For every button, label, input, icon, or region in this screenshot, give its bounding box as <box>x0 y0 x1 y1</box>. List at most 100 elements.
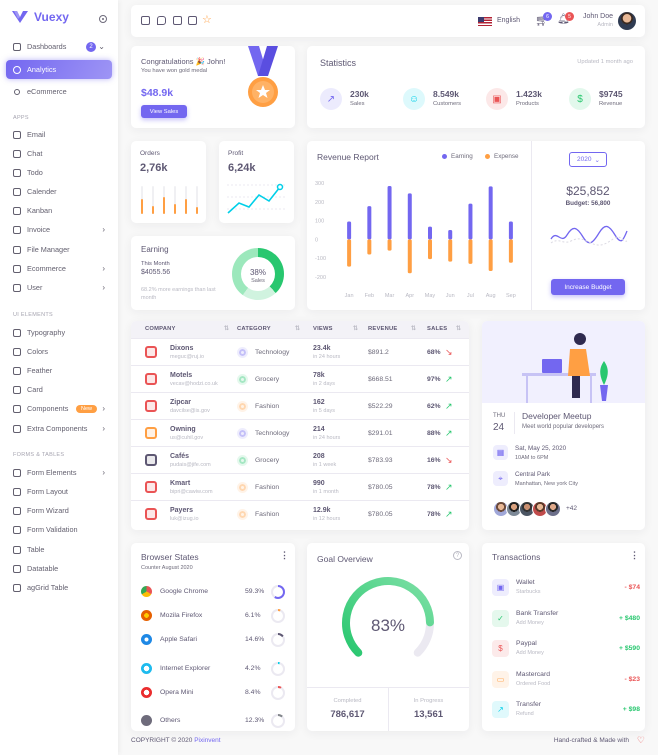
sidebar-item-form-wizard[interactable]: Form Wizard <box>6 501 112 520</box>
star-icon[interactable]: ☆ <box>202 14 212 26</box>
legend-earning: Earning <box>451 153 473 160</box>
sidebar-item-card[interactable]: Card <box>6 380 112 399</box>
th-views[interactable]: VIEWS <box>313 326 333 332</box>
sort-icon[interactable]: ⇅ <box>456 326 462 332</box>
sidebar-item-file-manager[interactable]: File Manager <box>6 240 112 259</box>
table-row[interactable]: Motels vecav@hodzi.co.uk Grocery 78k in 2 da… <box>131 365 469 392</box>
sidebar-item-typography[interactable]: Typography <box>6 323 112 342</box>
avatar[interactable] <box>545 501 561 517</box>
table-row[interactable]: Owning us@cuhil.gov Technology 214 in 24 hou… <box>131 419 469 446</box>
earning-legend-dot <box>442 154 447 159</box>
increase-budget-button[interactable]: Increase Budget <box>551 279 625 295</box>
droplet-icon <box>13 347 21 356</box>
stat-value: 230k <box>350 89 369 99</box>
th-company[interactable]: COMPANY <box>145 326 176 332</box>
user-name[interactable]: John Doe <box>583 13 613 20</box>
sidebar-item-label: Feather <box>27 366 53 375</box>
th-revenue[interactable]: REVENUE <box>368 326 398 332</box>
transaction-row[interactable]: $ Paypal Add Money + $590 <box>492 637 640 665</box>
th-sales[interactable]: SALES <box>427 326 448 332</box>
x-tick-label: Apr <box>405 293 414 299</box>
goal-radial-chart <box>342 577 434 657</box>
sidebar-item-form-elements[interactable]: Form Elements › <box>6 463 112 482</box>
ring-hole <box>273 587 283 597</box>
mail-icon[interactable] <box>173 16 182 25</box>
sidebar-item-components[interactable]: Components New › <box>6 399 112 418</box>
sidebar-item-datatable[interactable]: Datatable <box>6 559 112 578</box>
table-row[interactable]: Cafés pudais@jife.com Grocery 208 in 1 week $… <box>131 446 469 473</box>
browser-pct: 59.3% <box>245 588 265 595</box>
expense-bar <box>448 239 453 262</box>
year-dropdown[interactable]: 2020 ⌄ <box>569 152 607 167</box>
user-icon: ☺ <box>403 88 425 110</box>
company-table-card: COMPANY CATEGORY VIEWS REVENUE SALES ⇅ ⇅… <box>131 321 469 530</box>
sidebar-item-ecommerce[interactable]: Ecommerce › <box>6 259 112 278</box>
sidebar-item-chat[interactable]: Chat <box>6 144 112 163</box>
transaction-row[interactable]: ▣ Wallet Starbucks - $74 <box>492 576 640 604</box>
sidebar-item-table[interactable]: Table <box>6 540 112 559</box>
th-category[interactable]: CATEGORY <box>237 326 271 332</box>
chrome-icon <box>141 586 152 597</box>
transaction-row[interactable]: ▭ Mastercard Ordered Food - $23 <box>492 668 640 696</box>
sidebar-item-dashboards[interactable]: Dashboards 2 ⌄ <box>6 37 112 56</box>
sidebar-item-label: eCommerce <box>27 87 67 96</box>
sidebar-item-invoice[interactable]: Invoice › <box>6 220 112 239</box>
company-logo-icon <box>145 481 157 493</box>
sort-icon[interactable]: ⇅ <box>224 326 230 332</box>
help-circle-icon[interactable]: ? <box>453 551 462 560</box>
sidebar-item-todo[interactable]: Todo <box>6 163 112 182</box>
transaction-row[interactable]: ✓ Bank Transfer Add Money + $480 <box>492 607 640 635</box>
sidebar-item-user[interactable]: User › <box>6 278 112 297</box>
earning-bar <box>508 221 513 240</box>
sidebar-item-form-validation[interactable]: Form Validation <box>6 520 112 539</box>
views-value: 12.9k <box>313 507 331 514</box>
table-row[interactable]: Payers luk@izug.io Fashion 12.9k in 12 hours… <box>131 500 469 527</box>
revenue-value: $291.01 <box>368 430 393 437</box>
brand[interactable]: Vuexy <box>12 10 69 24</box>
sidebar-item-email[interactable]: Email <box>6 125 112 144</box>
more-vertical-icon[interactable]: ⋮ <box>630 550 639 560</box>
sidebar-item-feather[interactable]: Feather <box>6 361 112 380</box>
views-value: 162 <box>313 399 325 406</box>
company-email: vecav@hodzi.co.uk <box>170 381 218 387</box>
ring-hole <box>273 664 283 674</box>
sidebar-item-extra-components[interactable]: Extra Components › <box>6 419 112 438</box>
sidebar-item-colors[interactable]: Colors <box>6 342 112 361</box>
message-icon[interactable] <box>157 16 166 25</box>
check-square-icon[interactable] <box>141 16 150 25</box>
user-avatar[interactable] <box>618 12 636 30</box>
bell-icon[interactable]: 🔔︎ <box>557 14 570 25</box>
sort-icon[interactable]: ⇅ <box>411 326 417 332</box>
orders-card: Orders 2,76k <box>131 141 206 223</box>
chevron-right-icon: › <box>102 424 105 433</box>
sidebar-item-analytics[interactable]: Analytics <box>6 60 112 79</box>
more-vertical-icon[interactable]: ⋮ <box>280 550 289 560</box>
view-sales-button[interactable]: View Sales <box>141 105 187 118</box>
sidebar-item-aggrid-table[interactable]: agGrid Table <box>6 578 112 597</box>
table-row[interactable]: Kmart bipri@cawiw.com Fashion 990 in 1 month… <box>131 473 469 500</box>
sidebar-item-calender[interactable]: Calender <box>6 182 112 201</box>
views-period: in 2 days <box>313 381 336 387</box>
transaction-sub: Ordered Food <box>516 680 551 687</box>
check-square-icon <box>13 168 21 177</box>
expense-bar <box>347 239 352 267</box>
pin-toggle-icon[interactable] <box>99 15 107 23</box>
sort-icon[interactable]: ⇅ <box>295 326 301 332</box>
company-name: Payers <box>170 507 193 514</box>
sidebar-item-form-layout[interactable]: Form Layout <box>6 482 112 501</box>
goal-title: Goal Overview <box>317 554 373 564</box>
sidebar-item-kanban[interactable]: Kanban <box>6 201 112 220</box>
table-row[interactable]: Dixons meguc@ruj.io Technology 23.4k in 24 h… <box>131 338 469 365</box>
sort-icon[interactable]: ⇅ <box>353 326 359 332</box>
language-selector[interactable]: English <box>497 17 520 24</box>
calendar-icon[interactable] <box>188 16 197 25</box>
transaction-row[interactable]: ↗ Transfer Refund + $98 <box>492 698 640 726</box>
company-link[interactable]: Pixinvent <box>194 737 221 744</box>
us-flag-icon[interactable] <box>478 17 492 26</box>
views-period: in 1 week <box>313 462 337 468</box>
sidebar-item-ecommerce-dash[interactable]: eCommerce <box>6 82 112 101</box>
table-row[interactable]: Zipcar davcilse@is.gov Fashion 162 in 5 days… <box>131 392 469 419</box>
company-logo-icon <box>145 346 157 358</box>
browser-pct: 12.3% <box>245 717 265 724</box>
meetup-title: Developer Meetup <box>522 411 592 421</box>
